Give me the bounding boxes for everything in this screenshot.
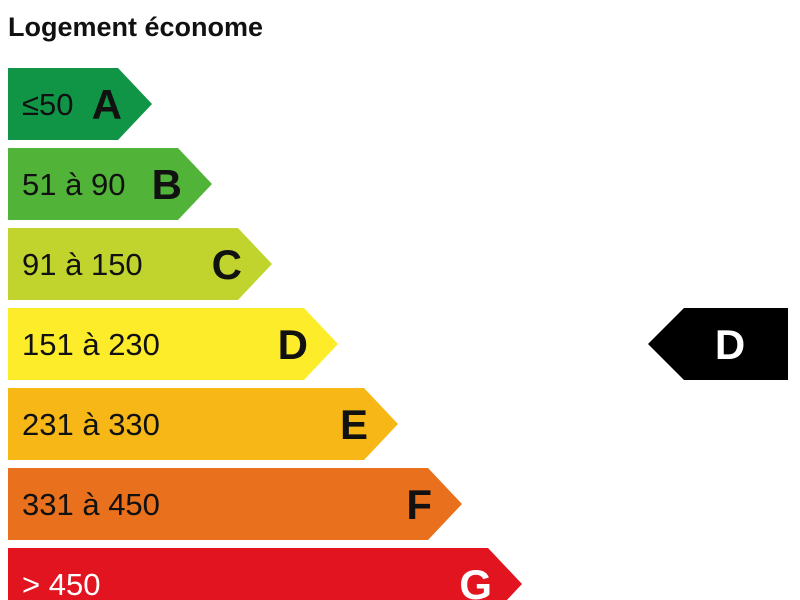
class-arrow-g — [8, 548, 522, 600]
class-bar-g: > 450 G — [8, 548, 522, 600]
label-title: Logement économe — [8, 12, 264, 42]
class-range: ≤50 — [22, 87, 74, 122]
indicator-arrow — [648, 308, 788, 380]
class-bar-a: ≤50 A — [8, 68, 152, 140]
class-letter: E — [340, 401, 368, 448]
class-range: 151 à 230 — [22, 327, 160, 362]
class-arrow-b — [8, 148, 212, 220]
class-letter: C — [212, 241, 242, 288]
class-range: 51 à 90 — [22, 167, 125, 202]
class-bar-f: 331 à 450 F — [8, 468, 462, 540]
class-bar-c: 91 à 150 C — [8, 228, 272, 300]
class-letter: A — [92, 81, 122, 128]
class-arrow-f — [8, 468, 462, 540]
indicator-letter: D — [715, 321, 745, 368]
class-range: 231 à 330 — [22, 407, 160, 442]
class-letter: F — [406, 481, 432, 528]
class-arrow-c — [8, 228, 272, 300]
class-bar-b: 51 à 90 B — [8, 148, 212, 220]
class-bar-d: 151 à 230 D — [8, 308, 338, 380]
rating-indicator: D — [648, 308, 788, 380]
class-arrow-d — [8, 308, 338, 380]
class-letter: B — [152, 161, 182, 208]
class-arrow-e — [8, 388, 398, 460]
class-bar-e: 231 à 330 E — [8, 388, 398, 460]
class-arrow-a — [8, 68, 152, 140]
class-range: 91 à 150 — [22, 247, 143, 282]
class-letter: G — [459, 561, 492, 600]
class-letter: D — [278, 321, 308, 368]
class-range: > 450 — [22, 567, 100, 600]
class-range: 331 à 450 — [22, 487, 160, 522]
